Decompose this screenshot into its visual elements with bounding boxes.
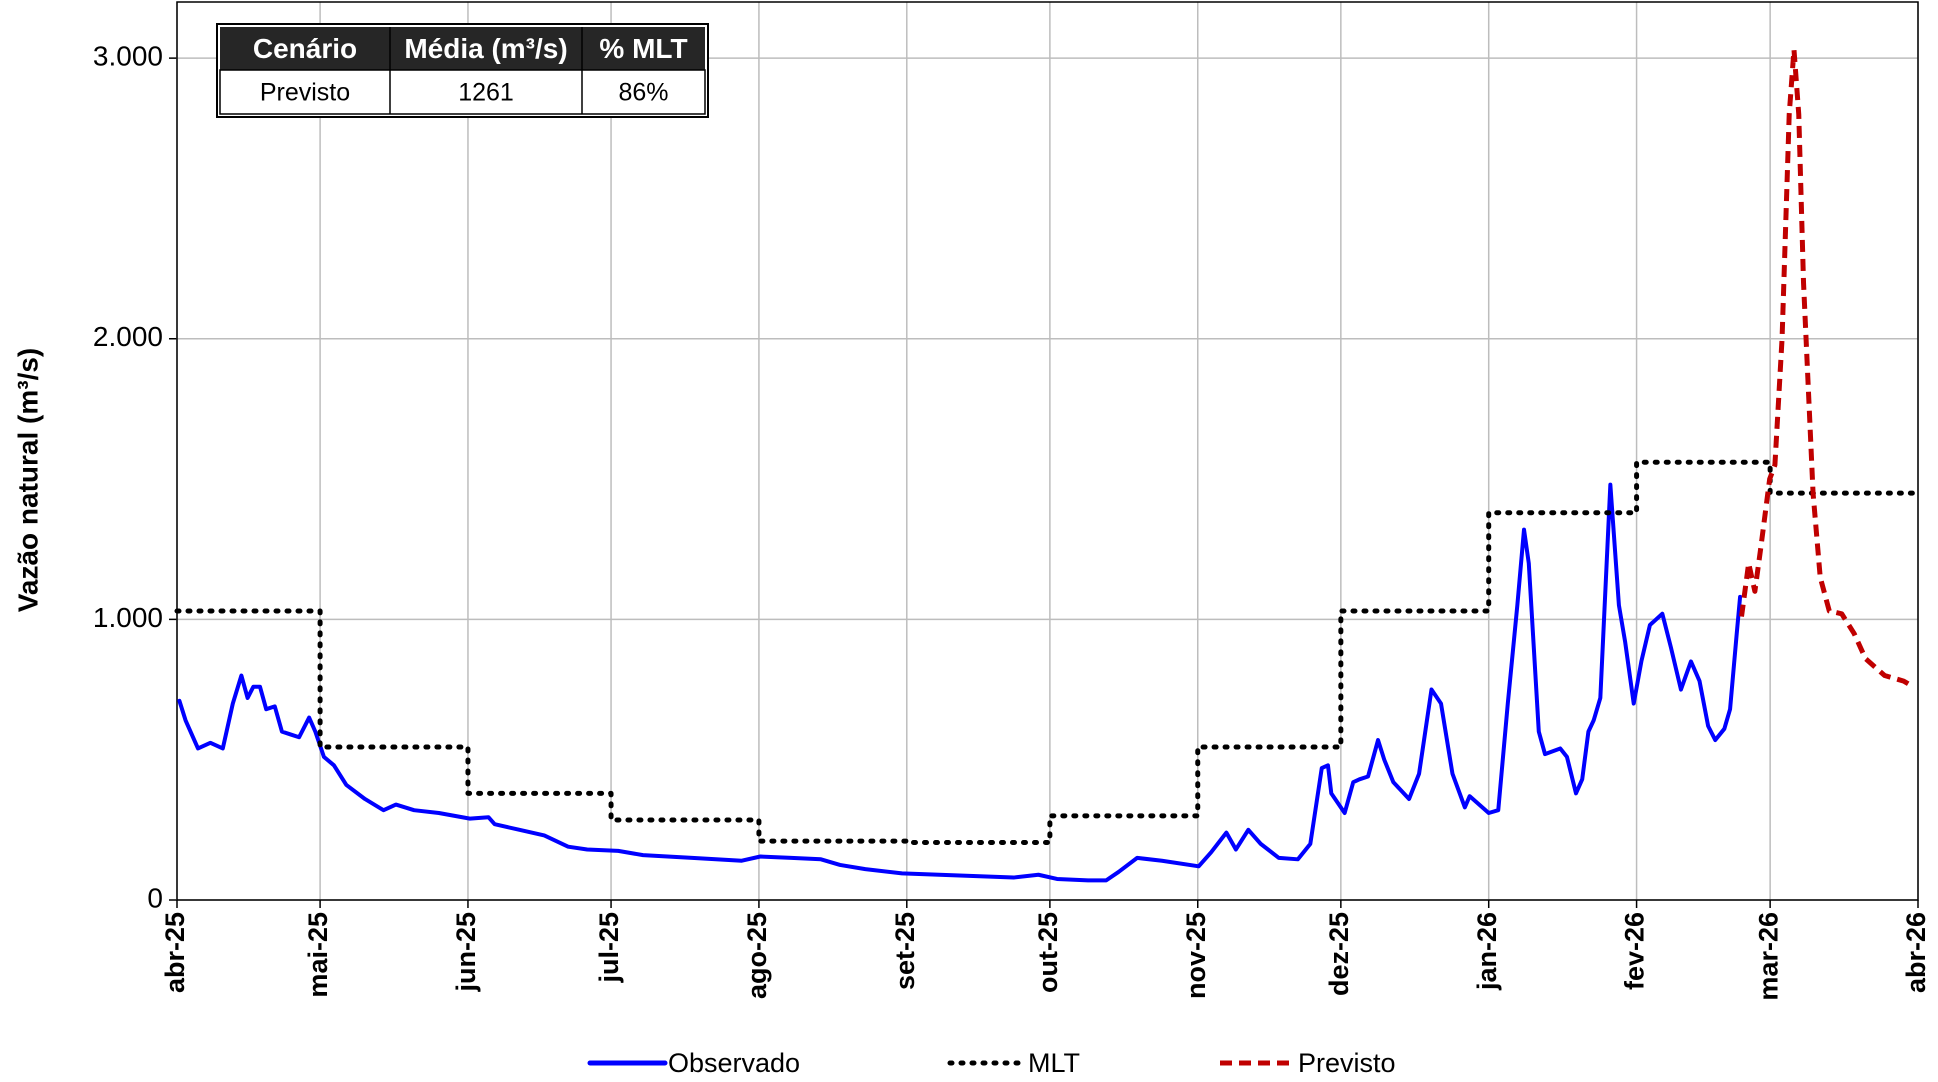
x-tick-label: jun-25 [451,912,481,993]
y-tick-label: 0 [147,882,163,913]
y-tick-label: 2.000 [93,321,163,352]
series-line [1739,47,1915,689]
y-tick-label: 3.000 [93,41,163,72]
table-cell: 1261 [458,79,514,107]
table-header: % MLT [599,33,687,64]
x-tick-label: mar-26 [1753,912,1783,1001]
y-axis-label: Vazão natural (m³/s) [12,348,43,613]
x-tick-label: dez-25 [1324,912,1354,996]
x-tick-label: ago-25 [742,912,772,999]
y-tick-label: 1.000 [93,602,163,633]
x-tick-label: nov-25 [1181,912,1211,999]
legend-label: Observado [668,1048,800,1078]
series-line [174,459,1921,845]
table-header: Cenário [253,33,357,64]
table-cell: 86% [618,79,668,107]
table-cell: Previsto [260,79,350,107]
x-tick-label: abr-25 [160,912,190,993]
legend-label: Previsto [1298,1048,1396,1078]
plot-frame [176,1,1919,901]
x-tick-label: jul-25 [594,912,624,984]
x-tick-label: out-25 [1033,912,1063,993]
x-tick-label: set-25 [890,912,920,990]
x-tick-label: abr-26 [1901,912,1931,993]
table-header: Média (m³/s) [404,33,567,64]
series-line [177,482,1743,883]
table-header-bg [220,27,705,70]
x-tick-label: fev-26 [1620,912,1650,990]
table-body [219,69,706,115]
legend-label: MLT [1028,1048,1080,1078]
x-tick-label: jan-26 [1472,912,1502,991]
x-tick-label: mai-25 [303,912,333,998]
